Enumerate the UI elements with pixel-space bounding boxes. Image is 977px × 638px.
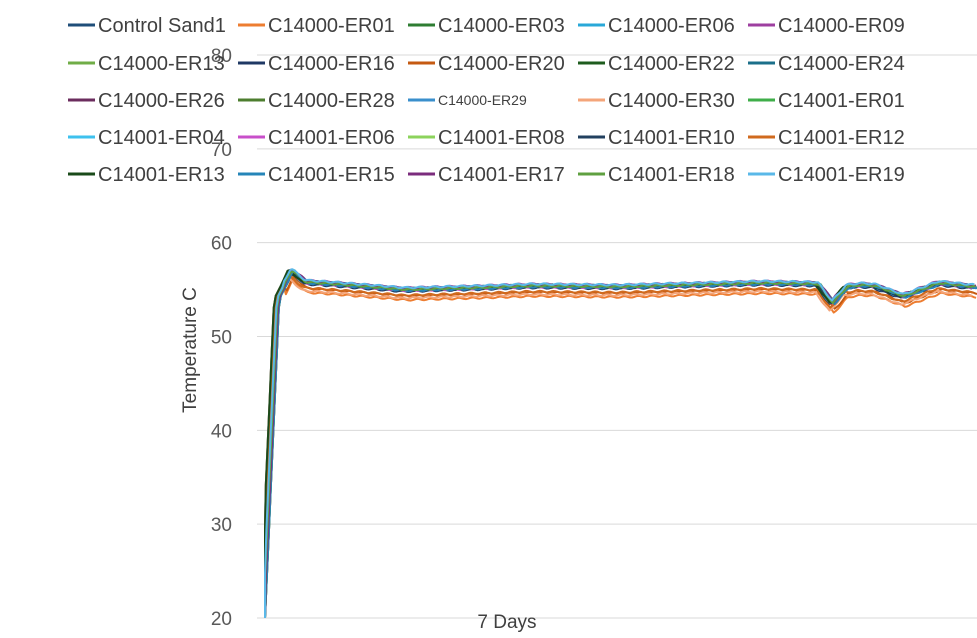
legend-item: C14001-ER08 bbox=[408, 127, 565, 149]
legend-label: C14000-ER06 bbox=[608, 15, 735, 37]
series-line bbox=[264, 270, 977, 619]
legend-label: C14001-ER06 bbox=[268, 127, 395, 149]
legend-item: C14000-ER30 bbox=[578, 90, 735, 112]
legend-item: C14000-ER06 bbox=[578, 15, 735, 37]
y-axis-title: Temperature C bbox=[180, 287, 201, 413]
series-line bbox=[264, 269, 977, 619]
gridlines bbox=[257, 54, 977, 619]
legend-item: C14000-ER29 bbox=[408, 92, 527, 108]
series-line bbox=[264, 268, 974, 618]
legend-label: C14000-ER09 bbox=[778, 15, 905, 37]
legend-label: C14001-ER18 bbox=[608, 164, 735, 186]
series-line bbox=[264, 270, 975, 618]
series-line bbox=[264, 269, 977, 619]
series-line bbox=[264, 271, 976, 619]
legend-label: C14000-ER28 bbox=[268, 90, 395, 112]
series-line bbox=[264, 274, 974, 618]
legend-item: C14001-ER01 bbox=[748, 90, 905, 112]
series-line bbox=[264, 270, 974, 618]
legend-item: C14000-ER26 bbox=[68, 90, 225, 112]
legend-item: C14000-ER20 bbox=[408, 53, 565, 75]
legend-label: C14000-ER29 bbox=[438, 92, 527, 108]
legend-label: C14000-ER20 bbox=[438, 53, 565, 75]
x-axis-title: 7 Days bbox=[477, 612, 536, 633]
y-tick-label: 50 bbox=[211, 328, 232, 349]
y-tick-label: 80 bbox=[211, 46, 232, 67]
legend-item: Control Sand1 bbox=[68, 15, 226, 37]
legend-label: Control Sand1 bbox=[98, 15, 226, 37]
legend-item: C14000-ER01 bbox=[238, 15, 395, 37]
legend-item: C14001-ER18 bbox=[578, 164, 735, 186]
series-line bbox=[264, 270, 975, 618]
series-line bbox=[264, 269, 977, 619]
legend-item: C14001-ER19 bbox=[748, 164, 905, 186]
legend-item: C14000-ER22 bbox=[578, 53, 735, 75]
legend-item: C14001-ER10 bbox=[578, 127, 735, 149]
y-tick-label: 70 bbox=[211, 140, 232, 161]
legend-item: C14001-ER15 bbox=[238, 164, 395, 186]
legend-label: C14000-ER22 bbox=[608, 53, 735, 75]
legend-label: C14001-ER10 bbox=[608, 127, 735, 149]
y-tick-label: 60 bbox=[211, 234, 232, 255]
legend-item: C14000-ER03 bbox=[408, 15, 565, 37]
legend-label: C14001-ER08 bbox=[438, 127, 565, 149]
legend-label: C14001-ER15 bbox=[268, 164, 395, 186]
legend-label: C14000-ER03 bbox=[438, 15, 565, 37]
legend-item: C14000-ER13 bbox=[68, 53, 225, 75]
series-line bbox=[264, 268, 975, 618]
series-line bbox=[264, 270, 974, 618]
legend-label: C14000-ER16 bbox=[268, 53, 395, 75]
y-tick-label: 20 bbox=[211, 609, 232, 630]
legend: Control Sand1 C14000-ER01 C14000-ER03 C1400… bbox=[68, 15, 905, 186]
series-line bbox=[264, 271, 973, 618]
legend-label: C14001-ER13 bbox=[98, 164, 225, 186]
series-line bbox=[264, 279, 977, 619]
legend-label: C14001-ER01 bbox=[778, 90, 905, 112]
series-line bbox=[264, 268, 976, 619]
legend-item: C14000-ER16 bbox=[238, 53, 395, 75]
legend-label: C14000-ER13 bbox=[98, 53, 225, 75]
legend-item: C14001-ER12 bbox=[748, 127, 905, 149]
series-line bbox=[264, 271, 973, 618]
legend-item: C14001-ER06 bbox=[238, 127, 395, 149]
legend-item: C14001-ER17 bbox=[408, 164, 565, 186]
series-lines bbox=[264, 268, 977, 619]
legend-label: C14000-ER26 bbox=[98, 90, 225, 112]
series-line bbox=[264, 270, 977, 619]
legend-item: C14001-ER13 bbox=[68, 164, 225, 186]
series-line bbox=[264, 270, 976, 619]
series-line bbox=[264, 269, 975, 618]
y-tick-label: 40 bbox=[211, 421, 232, 442]
legend-label: C14001-ER17 bbox=[438, 164, 565, 186]
y-tick-label: 30 bbox=[211, 515, 232, 536]
legend-item: C14000-ER09 bbox=[748, 15, 905, 37]
series-line bbox=[264, 269, 977, 619]
legend-item: C14000-ER28 bbox=[238, 90, 395, 112]
series-line bbox=[264, 270, 974, 618]
series-line bbox=[264, 275, 977, 619]
series-line bbox=[264, 277, 973, 618]
legend-item: C14001-ER04 bbox=[68, 127, 225, 149]
legend-label: C14001-ER12 bbox=[778, 127, 905, 149]
legend-label: C14001-ER04 bbox=[98, 127, 225, 149]
legend-label: C14001-ER19 bbox=[778, 164, 905, 186]
legend-label: C14000-ER30 bbox=[608, 90, 735, 112]
legend-label: C14000-ER24 bbox=[778, 53, 905, 75]
series-line bbox=[264, 269, 973, 618]
y-axis-ticks: 20 30 40 50 60 70 80 bbox=[211, 46, 232, 630]
legend-label: C14000-ER01 bbox=[268, 15, 395, 37]
legend-item: C14000-ER24 bbox=[748, 53, 905, 75]
series-line bbox=[264, 271, 976, 619]
